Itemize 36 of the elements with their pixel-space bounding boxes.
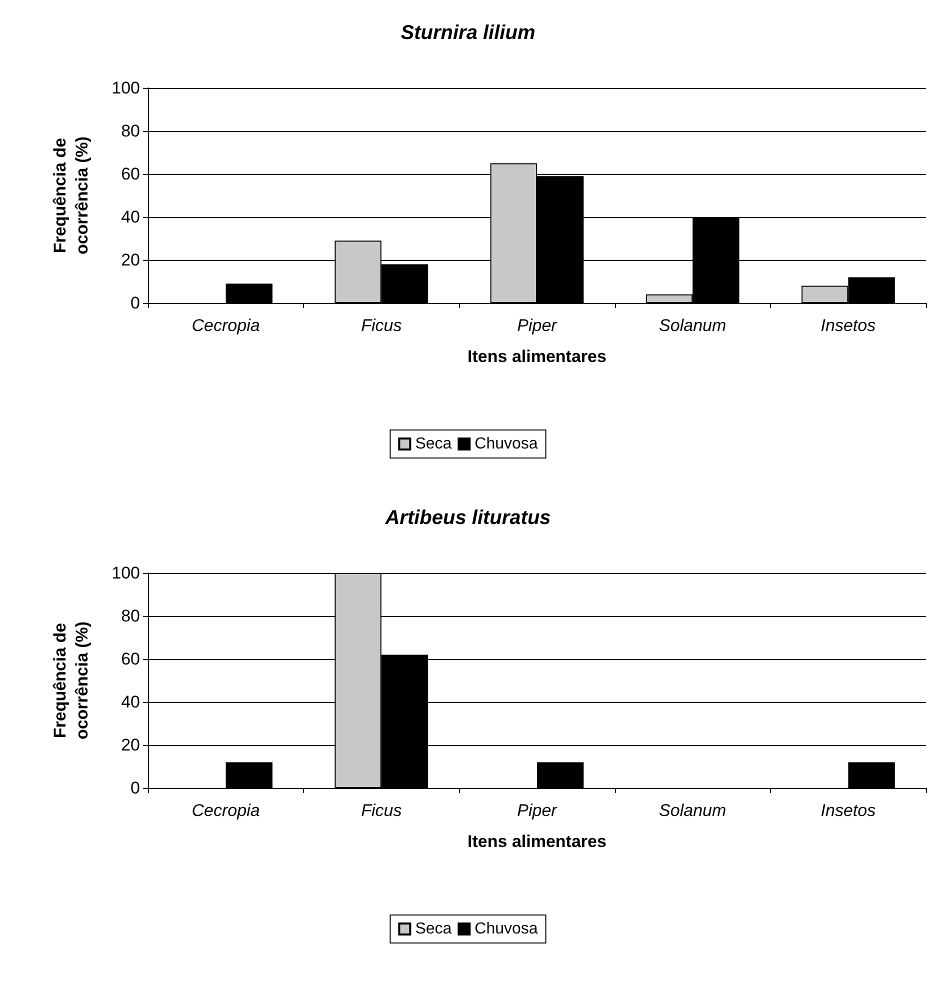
x-tick-label: Piper xyxy=(517,316,558,335)
y-tick-label: 100 xyxy=(112,78,140,98)
y-tick-label: 20 xyxy=(121,250,140,270)
y-tick-label: 40 xyxy=(121,692,140,712)
bar xyxy=(848,762,895,788)
chart-title: Sturnira lilium xyxy=(400,22,536,44)
y-tick-label: 0 xyxy=(130,294,140,312)
x-tick-label: Solanum xyxy=(659,801,726,820)
x-axis-title: Itens alimentares xyxy=(468,832,606,851)
chart-title: Artibeus lituratus xyxy=(384,507,551,529)
bar xyxy=(226,762,272,788)
x-tick-label: Insetos xyxy=(820,316,876,335)
x-tick-label: Solanum xyxy=(659,316,726,335)
bar xyxy=(537,762,584,788)
y-tick-label: 100 xyxy=(112,564,140,582)
y-tick-label: 80 xyxy=(121,122,140,140)
x-axis-title: Itens alimentares xyxy=(468,347,606,366)
y-axis-title: Frequência de ocorrência (%) xyxy=(50,621,92,740)
x-tick-label: Cecropia xyxy=(192,801,260,820)
x-tick-label: Ficus xyxy=(361,801,402,820)
y-tick-label: 40 xyxy=(121,208,140,226)
y-tick-label: 60 xyxy=(121,164,140,184)
x-tick-label: Piper xyxy=(517,801,558,820)
y-tick-label: 60 xyxy=(121,650,140,668)
bar xyxy=(226,284,272,303)
y-tick-label: 20 xyxy=(121,736,140,754)
legend-label: Seca xyxy=(415,436,452,452)
legend-label: Chuvosa xyxy=(474,436,538,452)
y-tick-label: 80 xyxy=(121,606,140,626)
y-axis-title: Frequência de ocorrência (%) xyxy=(50,136,92,255)
legend-label: Chuvosa xyxy=(474,920,538,938)
x-tick-label: Ficus xyxy=(361,316,402,335)
x-tick-label: Cecropia xyxy=(192,316,260,335)
x-tick-label: Insetos xyxy=(820,801,876,820)
legend-label: Seca xyxy=(415,920,452,938)
y-tick-label: 0 xyxy=(130,778,140,798)
